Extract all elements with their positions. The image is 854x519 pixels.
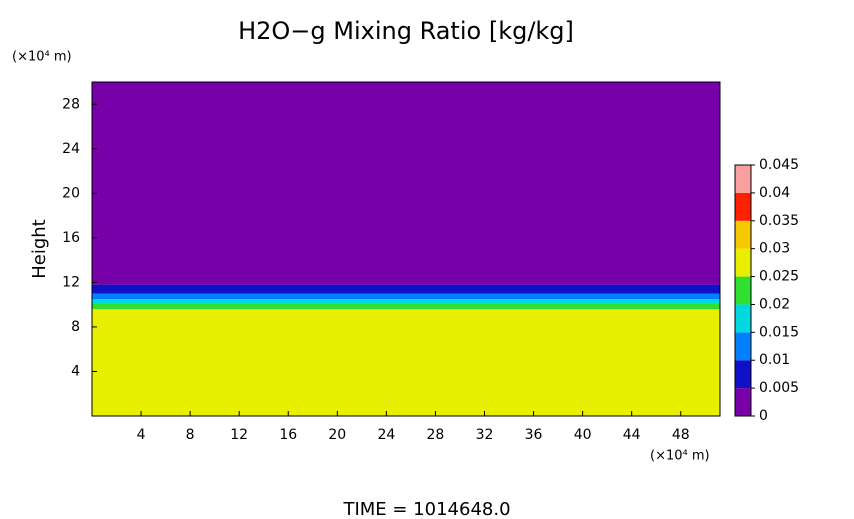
- x-tick-label: 4: [137, 427, 146, 443]
- x-tick-label: 44: [623, 427, 641, 443]
- y-tick-label: 24: [62, 141, 80, 157]
- colorbar-segment: [735, 165, 751, 193]
- x-tick-label: 16: [279, 427, 297, 443]
- field-band: [92, 82, 720, 285]
- field-band: [92, 299, 720, 304]
- colorbar-segment: [735, 360, 751, 389]
- colorbar-frame: [734, 164, 752, 417]
- x-tick-label: 28: [427, 427, 445, 443]
- x-tick-label: 32: [476, 427, 494, 443]
- y-tick-label: 8: [71, 319, 80, 335]
- colorbar-label: 0.02: [759, 296, 790, 312]
- colorbar-segment: [735, 276, 751, 305]
- x-tick-label: 40: [574, 427, 592, 443]
- x-tick-label: 24: [377, 427, 395, 443]
- field-band: [92, 309, 720, 416]
- field-band: [92, 303, 720, 310]
- colorbar-segment: [735, 248, 751, 277]
- colorbar-label: 0.03: [759, 241, 790, 257]
- colorbar-segment: [735, 192, 751, 221]
- x-tick-label: 20: [328, 427, 346, 443]
- colorbar-label: 0.025: [759, 269, 799, 285]
- colorbar-segment: [735, 388, 751, 416]
- field-band: [92, 293, 720, 300]
- colorbar-label: 0.04: [759, 185, 790, 201]
- x-tick-label: 8: [186, 427, 195, 443]
- colorbar-label: 0.035: [759, 213, 799, 229]
- colorbar-label: 0: [759, 408, 768, 424]
- colorbar-label: 0.015: [759, 324, 799, 340]
- colorbar-label: 0.045: [759, 157, 799, 173]
- x-tick-label: 36: [525, 427, 543, 443]
- y-tick-label: 12: [62, 274, 80, 290]
- y-tick-label: 20: [62, 185, 80, 201]
- x-unit: (×10⁴ m): [650, 449, 710, 464]
- y-tick-label: 28: [62, 96, 80, 112]
- colorbar-label: 0.005: [759, 380, 799, 396]
- plot-frame: [91, 81, 721, 417]
- colorbar-label: 0.01: [759, 352, 790, 368]
- colorbar-segment: [735, 220, 751, 249]
- y-tick-label: 4: [71, 363, 80, 379]
- x-tick-label: 12: [230, 427, 248, 443]
- x-tick-label: 48: [672, 427, 690, 443]
- y-axis-label: Height: [29, 219, 50, 279]
- field-band: [92, 284, 720, 294]
- chart-title: H2O−g Mixing Ratio [kg/kg]: [238, 17, 574, 45]
- colorbar-segment: [735, 332, 751, 361]
- y-unit: (×10⁴ m): [12, 50, 72, 65]
- y-tick-label: 16: [62, 230, 80, 246]
- colorbar-segment: [735, 304, 751, 333]
- time-label: TIME = 1014648.0: [342, 499, 510, 519]
